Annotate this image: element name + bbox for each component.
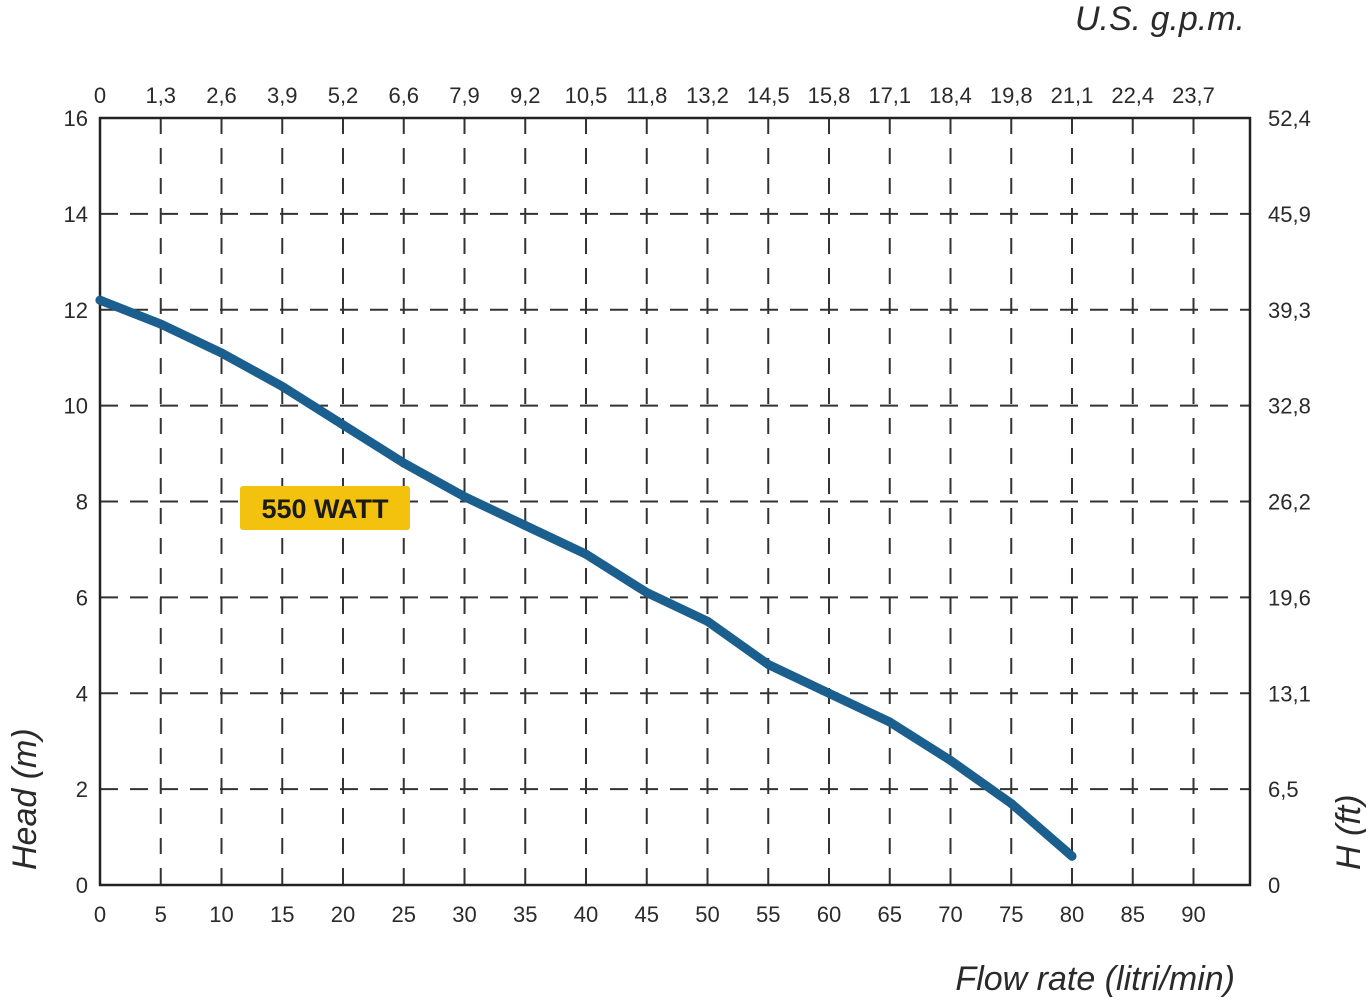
series-point xyxy=(520,520,530,530)
x-tick-label: 10 xyxy=(209,902,233,927)
x-tick-label: 5 xyxy=(155,902,167,927)
right-tick-label: 6,5 xyxy=(1268,777,1299,802)
x-axis-title: Flow rate (litri/min) xyxy=(955,960,1235,998)
top-tick-label: 15,8 xyxy=(808,83,851,108)
right-tick-label: 26,2 xyxy=(1268,490,1311,515)
series-point xyxy=(338,420,348,430)
series-point xyxy=(885,717,895,727)
x-tick-label: 50 xyxy=(695,902,719,927)
x-tick-label: 35 xyxy=(513,902,537,927)
x-tick-label: 40 xyxy=(574,902,598,927)
y-tick-label: 0 xyxy=(76,873,88,898)
curve-label: 550 WATT xyxy=(261,494,389,524)
y-tick-label: 10 xyxy=(64,394,88,419)
top-tick-label: 1,3 xyxy=(145,83,176,108)
top-tick-label: 9,2 xyxy=(510,83,541,108)
axis-ticks: 0 5 10 15 20 25 30 35 40 45 50 55 60 65 70 75 80 85 900 1,3… xyxy=(64,83,1311,927)
top-tick-label: 22,4 xyxy=(1111,83,1154,108)
series-point xyxy=(399,458,409,468)
series-point xyxy=(642,588,652,598)
series-point xyxy=(460,492,469,502)
right-axis-title: H (ft) xyxy=(1330,794,1366,870)
series-point xyxy=(1006,799,1016,809)
series-point xyxy=(763,659,773,669)
chart-grid xyxy=(100,118,1250,885)
x-tick-label: 85 xyxy=(1121,902,1145,927)
top-tick-label: 14,5 xyxy=(747,83,790,108)
right-tick-label: 32,8 xyxy=(1268,394,1311,419)
right-tick-label: 0 xyxy=(1268,873,1280,898)
x-tick-label: 0 xyxy=(94,902,106,927)
y-tick-label: 12 xyxy=(64,298,88,323)
y-tick-label: 16 xyxy=(64,106,88,131)
top-tick-label: 6,6 xyxy=(388,83,419,108)
series-point xyxy=(946,755,955,765)
top-tick-label: 0 xyxy=(94,83,106,108)
right-tick-label: 13,1 xyxy=(1268,681,1311,706)
x-tick-label: 70 xyxy=(938,902,962,927)
top-tick-label: 2,6 xyxy=(206,83,237,108)
top-tick-label: 7,9 xyxy=(449,83,480,108)
y-tick-label: 6 xyxy=(76,585,88,610)
top-tick-label: 18,4 xyxy=(929,83,972,108)
x-tick-label: 75 xyxy=(999,902,1023,927)
x-tick-label: 25 xyxy=(392,902,416,927)
top-tick-label: 13,2 xyxy=(686,83,729,108)
top-tick-label: 5,2 xyxy=(328,83,359,108)
series-point xyxy=(703,616,712,626)
x-tick-label: 30 xyxy=(452,902,476,927)
y-tick-label: 4 xyxy=(76,681,88,706)
top-tick-label: 19,8 xyxy=(990,83,1033,108)
series-point xyxy=(95,295,105,305)
top-tick-label: 10,5 xyxy=(565,83,608,108)
plot-frame xyxy=(98,116,1252,887)
x-tick-label: 20 xyxy=(331,902,355,927)
x-tick-label: 55 xyxy=(756,902,780,927)
x-tick-label: 80 xyxy=(1060,902,1084,927)
top-tick-label: 11,8 xyxy=(626,83,667,108)
x-tick-label: 65 xyxy=(878,902,902,927)
right-tick-label: 39,3 xyxy=(1268,298,1311,323)
right-tick-label: 52,4 xyxy=(1268,106,1311,131)
x-tick-label: 15 xyxy=(270,902,294,927)
series-point xyxy=(581,549,591,559)
y-tick-label: 2 xyxy=(76,777,88,802)
top-axis-title: U.S. g.p.m. xyxy=(1075,0,1245,38)
y-axis-title: Head (m) xyxy=(6,728,44,870)
y-tick-label: 8 xyxy=(76,490,88,515)
series-layer xyxy=(95,295,1077,861)
series-point xyxy=(1067,851,1077,861)
series-point xyxy=(824,688,834,698)
top-tick-label: 21,1 xyxy=(1051,83,1094,108)
top-tick-label: 17,1 xyxy=(868,83,911,108)
top-tick-label: 3,9 xyxy=(267,83,298,108)
top-tick-label: 23,7 xyxy=(1172,83,1215,108)
right-tick-label: 45,9 xyxy=(1268,202,1311,227)
annotation-box xyxy=(240,486,410,530)
x-tick-label: 60 xyxy=(817,902,841,927)
series-point xyxy=(217,348,226,358)
series-point xyxy=(156,319,166,329)
series-point xyxy=(277,381,287,391)
x-tick-label: 45 xyxy=(635,902,659,927)
y-tick-label: 14 xyxy=(64,202,88,227)
x-tick-label: 90 xyxy=(1181,902,1205,927)
right-tick-label: 19,6 xyxy=(1268,585,1311,610)
